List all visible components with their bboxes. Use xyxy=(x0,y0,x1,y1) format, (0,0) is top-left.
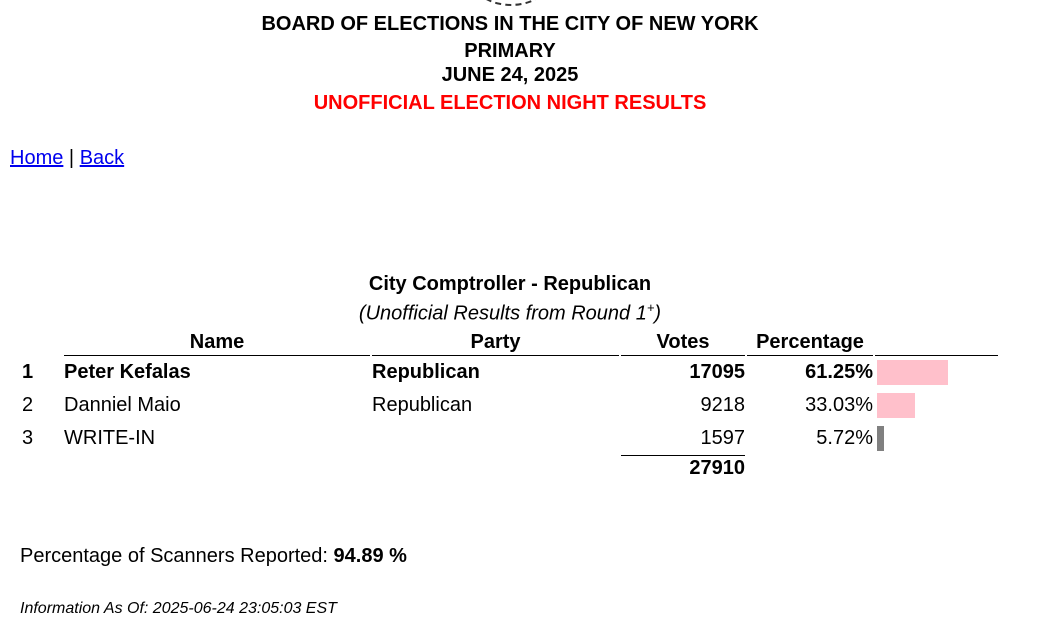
home-link[interactable]: Home xyxy=(10,147,64,169)
table-row: 1 Peter Kefalas Republican 17095 61.25% xyxy=(20,356,998,389)
bar-cell xyxy=(875,422,998,455)
party-cell xyxy=(372,422,619,455)
subtitle-end: ) xyxy=(654,302,662,325)
contest-subtitle: (Unofficial Results from Round 1+) xyxy=(0,300,1020,326)
election-date: JUNE 24, 2025 xyxy=(441,64,579,86)
bar-cell xyxy=(875,356,998,389)
subtitle-text: (Unofficial Results from Round 1 xyxy=(358,302,647,325)
percentage-bar xyxy=(877,360,949,385)
rank-cell: 1 xyxy=(22,361,34,383)
percentage-cell: 61.25% xyxy=(805,361,873,383)
rank-header xyxy=(20,330,62,356)
scanners-reported: Percentage of Scanners Reported: 94.89 % xyxy=(20,545,407,568)
nav-links: Home | Back xyxy=(10,147,124,170)
bar-header xyxy=(875,330,998,356)
party-cell: Republican xyxy=(372,394,473,416)
bar-cell xyxy=(875,389,998,422)
percentage-bar xyxy=(877,426,884,451)
back-link[interactable]: Back xyxy=(79,147,125,169)
percentage-bar xyxy=(877,393,916,418)
table-row: 3 WRITE-IN 1597 5.72% xyxy=(20,422,998,455)
votes-header: Votes xyxy=(621,330,745,356)
votes-cell: 1597 xyxy=(700,427,746,449)
results-table: Name Party Votes Percentage 1 Peter Kefa… xyxy=(18,330,1000,488)
votes-cell: 17095 xyxy=(689,361,745,383)
percentage-cell: 33.03% xyxy=(805,394,873,416)
rank-cell: 3 xyxy=(22,427,34,449)
percentage-cell: 5.72% xyxy=(816,427,873,449)
candidate-name: Danniel Maio xyxy=(64,394,181,416)
votes-cell: 9218 xyxy=(700,394,746,416)
scanners-label: Percentage of Scanners Reported: xyxy=(20,545,328,567)
nyc-seal-logo xyxy=(474,0,548,6)
scanners-value: 94.89 % xyxy=(333,545,407,567)
candidate-name: Peter Kefalas xyxy=(64,361,191,383)
candidate-name: WRITE-IN xyxy=(64,427,156,449)
nav-separator: | xyxy=(68,147,75,169)
percentage-header: Percentage xyxy=(747,330,873,356)
total-row: 27910 xyxy=(20,455,998,488)
total-votes: 27910 xyxy=(621,455,745,488)
info-timestamp: Information As Of: 2025-06-24 23:05:03 E… xyxy=(20,600,337,617)
party-cell: Republican xyxy=(372,361,480,383)
contest-title: City Comptroller - Republican xyxy=(368,273,652,295)
rank-cell: 2 xyxy=(22,394,34,416)
party-header: Party xyxy=(372,330,619,356)
org-title: BOARD OF ELECTIONS IN THE CITY OF NEW YO… xyxy=(261,13,759,35)
name-header: Name xyxy=(64,330,370,356)
subtitle-sup: + xyxy=(646,300,655,315)
table-row: 2 Danniel Maio Republican 9218 33.03% xyxy=(20,389,998,422)
election-type: PRIMARY xyxy=(464,40,556,62)
results-status: UNOFFICIAL ELECTION NIGHT RESULTS xyxy=(313,92,707,114)
